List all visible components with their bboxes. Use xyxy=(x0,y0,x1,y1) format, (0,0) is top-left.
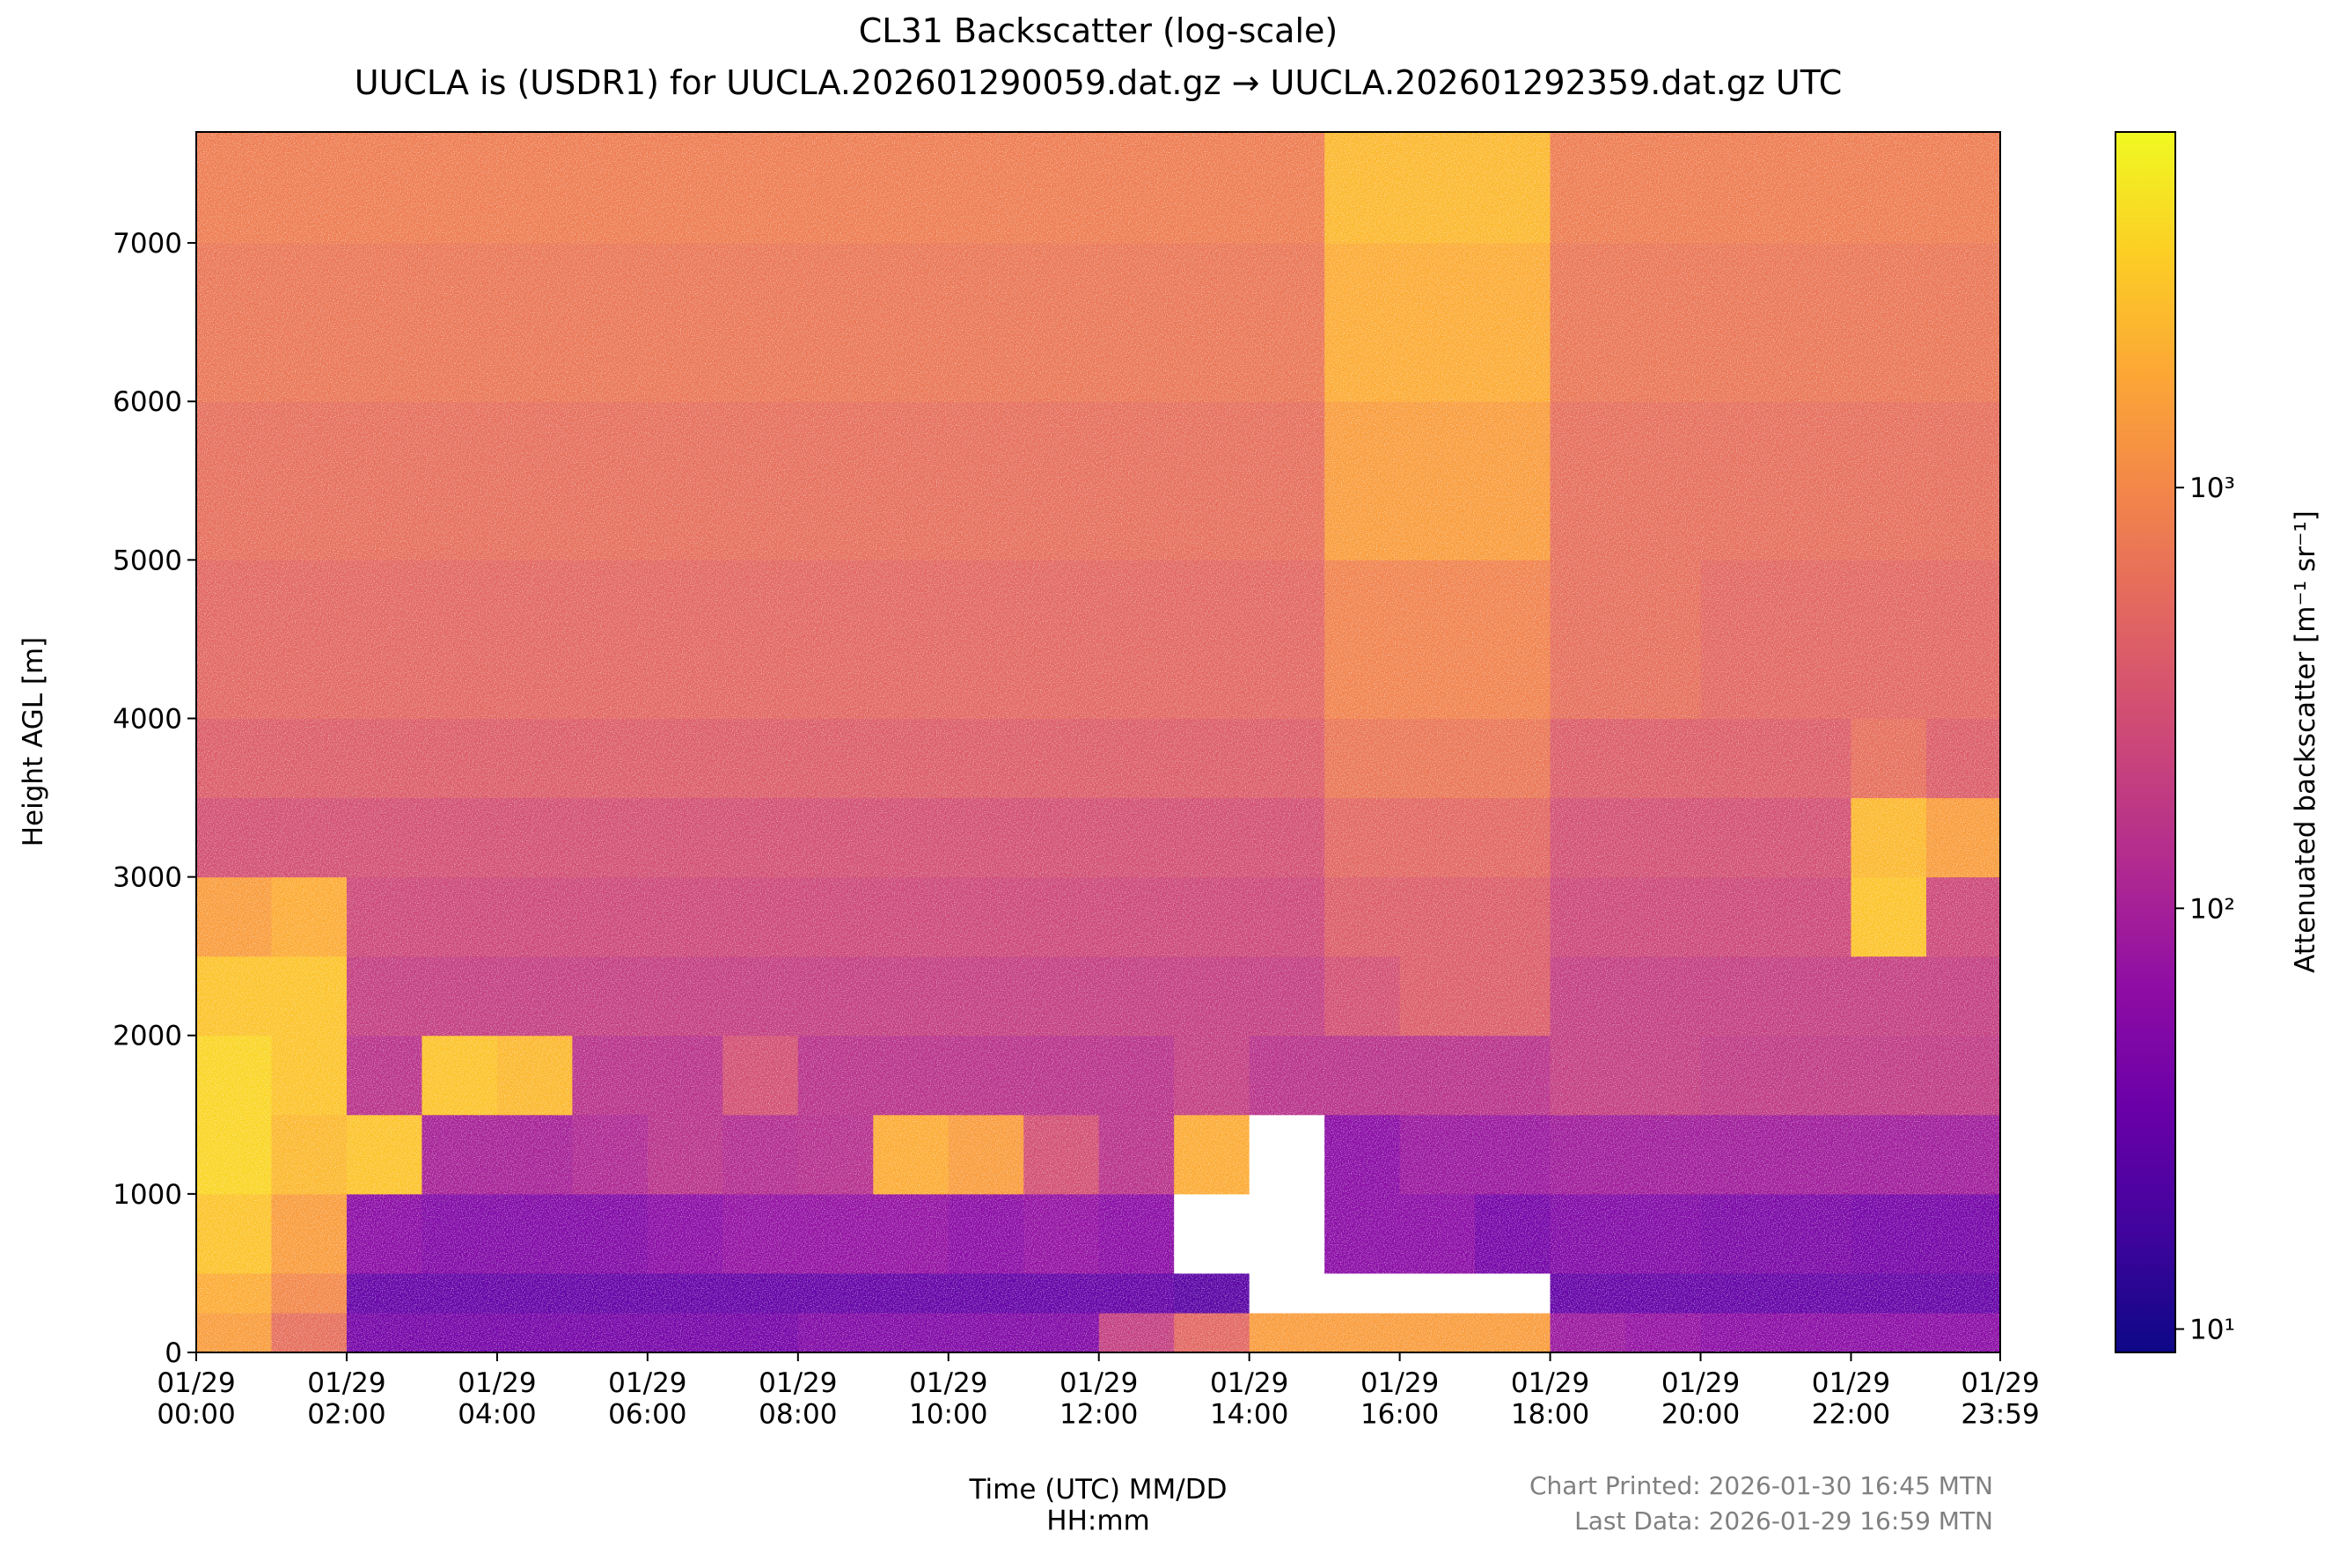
noise-texture xyxy=(196,132,2000,1352)
colorbar-tick-label: 10² xyxy=(2189,893,2235,925)
colorbar xyxy=(2115,131,2176,1353)
x-tick-label: 01/29 00:00 xyxy=(157,1367,235,1431)
x-tick-label: 01/29 08:00 xyxy=(759,1367,837,1431)
y-tick-label: 0 xyxy=(165,1337,182,1369)
colorbar-tick-label: 10¹ xyxy=(2189,1314,2235,1345)
y-tick-label: 2000 xyxy=(113,1021,182,1052)
colorbar-label: Attenuated backscatter [m⁻¹ sr⁻¹] xyxy=(2290,510,2321,973)
y-tick-label: 1000 xyxy=(113,1179,182,1211)
chart-title: CL31 Backscatter (log-scale) xyxy=(859,11,1338,50)
note: Chart Printed: 2026-01-30 16:45 MTN xyxy=(1529,1471,1993,1500)
x-tick-label: 01/29 23:59 xyxy=(1961,1367,2039,1431)
x-tick-label: 01/29 06:00 xyxy=(608,1367,686,1431)
y-tick-label: 7000 xyxy=(113,228,182,260)
x-tick-label: 01/29 04:00 xyxy=(458,1367,536,1431)
x-tick-label: 01/29 10:00 xyxy=(909,1367,987,1431)
x-axis-label: Time (UTC) MM/DD HH:mm xyxy=(969,1474,1228,1537)
y-tick-label: 3000 xyxy=(113,862,182,894)
chart-subtitle: UUCLA is (USDR1) for UUCLA.202601290059.… xyxy=(355,63,1842,102)
y-tick-label: 5000 xyxy=(113,545,182,576)
x-tick-label: 01/29 02:00 xyxy=(307,1367,385,1431)
x-tick-label: 01/29 18:00 xyxy=(1511,1367,1589,1431)
y-tick-label: 6000 xyxy=(113,386,182,418)
x-tick-label: 01/29 14:00 xyxy=(1210,1367,1288,1431)
colorbar-tick-label: 10³ xyxy=(2189,473,2235,504)
y-axis-label: Height AGL [m] xyxy=(18,637,49,847)
x-tick-label: 01/29 16:00 xyxy=(1360,1367,1439,1431)
note: Last Data: 2026-01-29 16:59 MTN xyxy=(1574,1506,1993,1535)
y-tick-label: 4000 xyxy=(113,703,182,735)
x-tick-label: 01/29 20:00 xyxy=(1661,1367,1740,1431)
x-tick-label: 01/29 22:00 xyxy=(1812,1367,1890,1431)
x-tick-label: 01/29 12:00 xyxy=(1060,1367,1138,1431)
